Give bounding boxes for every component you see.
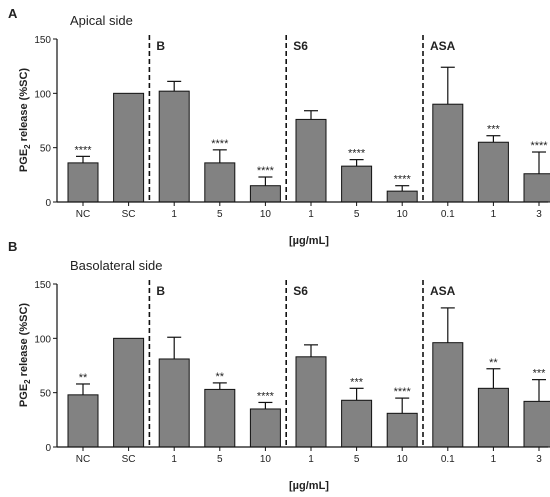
panel-b-error-bars: [76, 307, 546, 414]
panel-a-axes: [56, 39, 548, 203]
panel-a-group-dividers: [148, 35, 424, 202]
x-tick-label: 5: [217, 209, 223, 220]
panel-a-error-bars: [76, 66, 546, 192]
x-tick-label: 1: [171, 209, 177, 220]
group-label: S6: [293, 39, 308, 53]
significance-label: ****: [257, 165, 275, 177]
bar: [341, 399, 373, 448]
y-tick-label: 0: [45, 443, 51, 454]
significance-label: ****: [394, 174, 412, 186]
x-tick-label: 3: [536, 209, 542, 220]
bar: [432, 342, 464, 448]
y-tick-label: 150: [34, 280, 51, 291]
group-label: ASA: [430, 39, 456, 53]
panel-a-x-ticks: NC SC 1 5 10 1 5 10 0.1 1 3: [76, 202, 542, 220]
significance-label: ****: [394, 386, 412, 398]
significance-label: ****: [211, 138, 229, 150]
y-tick-label: 0: [45, 198, 51, 209]
panel-b-group-labels: B S6 ASA: [156, 284, 455, 298]
panel-a-group-labels: B S6 ASA: [156, 39, 455, 53]
x-tick-label: 1: [308, 209, 314, 220]
significance-label: ****: [257, 390, 275, 402]
panel-a-bars: [67, 90, 550, 203]
x-tick-label: 10: [260, 454, 272, 465]
bar: [113, 337, 145, 448]
significance-label: ****: [74, 144, 92, 156]
bar: [523, 173, 550, 203]
bar: [523, 400, 550, 448]
panel-a-letter: A: [8, 6, 18, 21]
x-tick-label: 1: [308, 454, 314, 465]
panel-b-bars: [67, 337, 550, 448]
panel-b-title: Basolateral side: [70, 258, 163, 273]
panel-b-y-axis-label: PGE2 release (%SC): [18, 303, 32, 407]
bar: [432, 103, 464, 203]
y-tick-label: 50: [40, 389, 52, 400]
x-tick-label: 1: [491, 454, 497, 465]
panel-b-significance-labels: ** ******************: [79, 357, 546, 403]
x-tick-label: NC: [76, 454, 90, 465]
x-tick-label: 10: [397, 454, 409, 465]
x-tick-label: 5: [217, 454, 223, 465]
x-tick-label: 5: [354, 209, 360, 220]
bar: [158, 90, 190, 203]
x-tick-label: 1: [491, 209, 497, 220]
y-tick-label: 100: [34, 334, 51, 345]
group-label: S6: [293, 284, 308, 298]
bar: [249, 185, 281, 203]
bar: [477, 387, 509, 448]
panel-b-y-ticks: 0 50 100 150: [34, 280, 57, 454]
panel-a: A Apical side PGE2 release (%SC) [µg/mL]…: [8, 6, 550, 247]
group-label: B: [156, 39, 165, 53]
bar: [295, 356, 327, 448]
significance-label: ****: [348, 148, 366, 160]
bar: [249, 408, 281, 448]
y-tick-label: 50: [40, 144, 52, 155]
significance-label: ***: [533, 368, 547, 380]
bar: [204, 162, 236, 203]
significance-label: ***: [350, 376, 364, 388]
significance-label: **: [79, 372, 88, 384]
x-tick-label: SC: [122, 454, 136, 465]
bar: [67, 394, 99, 448]
panel-a-y-axis-label: PGE2 release (%SC): [18, 68, 32, 172]
significance-label: ****: [530, 140, 548, 152]
panel-b-axes: [56, 284, 548, 448]
x-tick-label: 1: [171, 454, 177, 465]
bar: [477, 141, 509, 203]
x-tick-label: 0.1: [441, 454, 455, 465]
group-label: ASA: [430, 284, 456, 298]
significance-label: **: [489, 357, 498, 369]
x-tick-label: 5: [354, 454, 360, 465]
significance-label: ***: [487, 124, 501, 136]
panel-b-x-ticks: NC SC 1 5 10 1 5 10 0.1 1 3: [76, 447, 542, 465]
bar: [295, 118, 327, 203]
group-label: B: [156, 284, 165, 298]
x-tick-label: 0.1: [441, 209, 455, 220]
panel-b-group-dividers: [148, 280, 424, 447]
bar: [341, 165, 373, 203]
x-tick-label: 3: [536, 454, 542, 465]
bar: [67, 162, 99, 203]
panel-a-x-axis-label: [µg/mL]: [289, 235, 329, 247]
panel-b: B Basolateral side PGE2 release (%SC) [µ…: [8, 239, 550, 492]
x-tick-label: NC: [76, 209, 90, 220]
x-tick-label: 10: [397, 209, 409, 220]
significance-label: **: [216, 371, 225, 383]
bar: [158, 358, 190, 448]
y-tick-label: 100: [34, 89, 51, 100]
bar: [386, 190, 418, 203]
panel-a-significance-labels: ***************************: [74, 124, 548, 186]
bar: [386, 412, 418, 448]
bar: [113, 92, 145, 203]
y-tick-label: 150: [34, 35, 51, 46]
x-tick-label: SC: [122, 209, 136, 220]
bar: [204, 388, 236, 448]
x-tick-label: 10: [260, 209, 272, 220]
panel-b-x-axis-label: [µg/mL]: [289, 480, 329, 492]
panel-b-letter: B: [8, 239, 17, 254]
panel-a-title: Apical side: [70, 13, 133, 28]
panel-a-y-ticks: 0 50 100 150: [34, 35, 57, 209]
